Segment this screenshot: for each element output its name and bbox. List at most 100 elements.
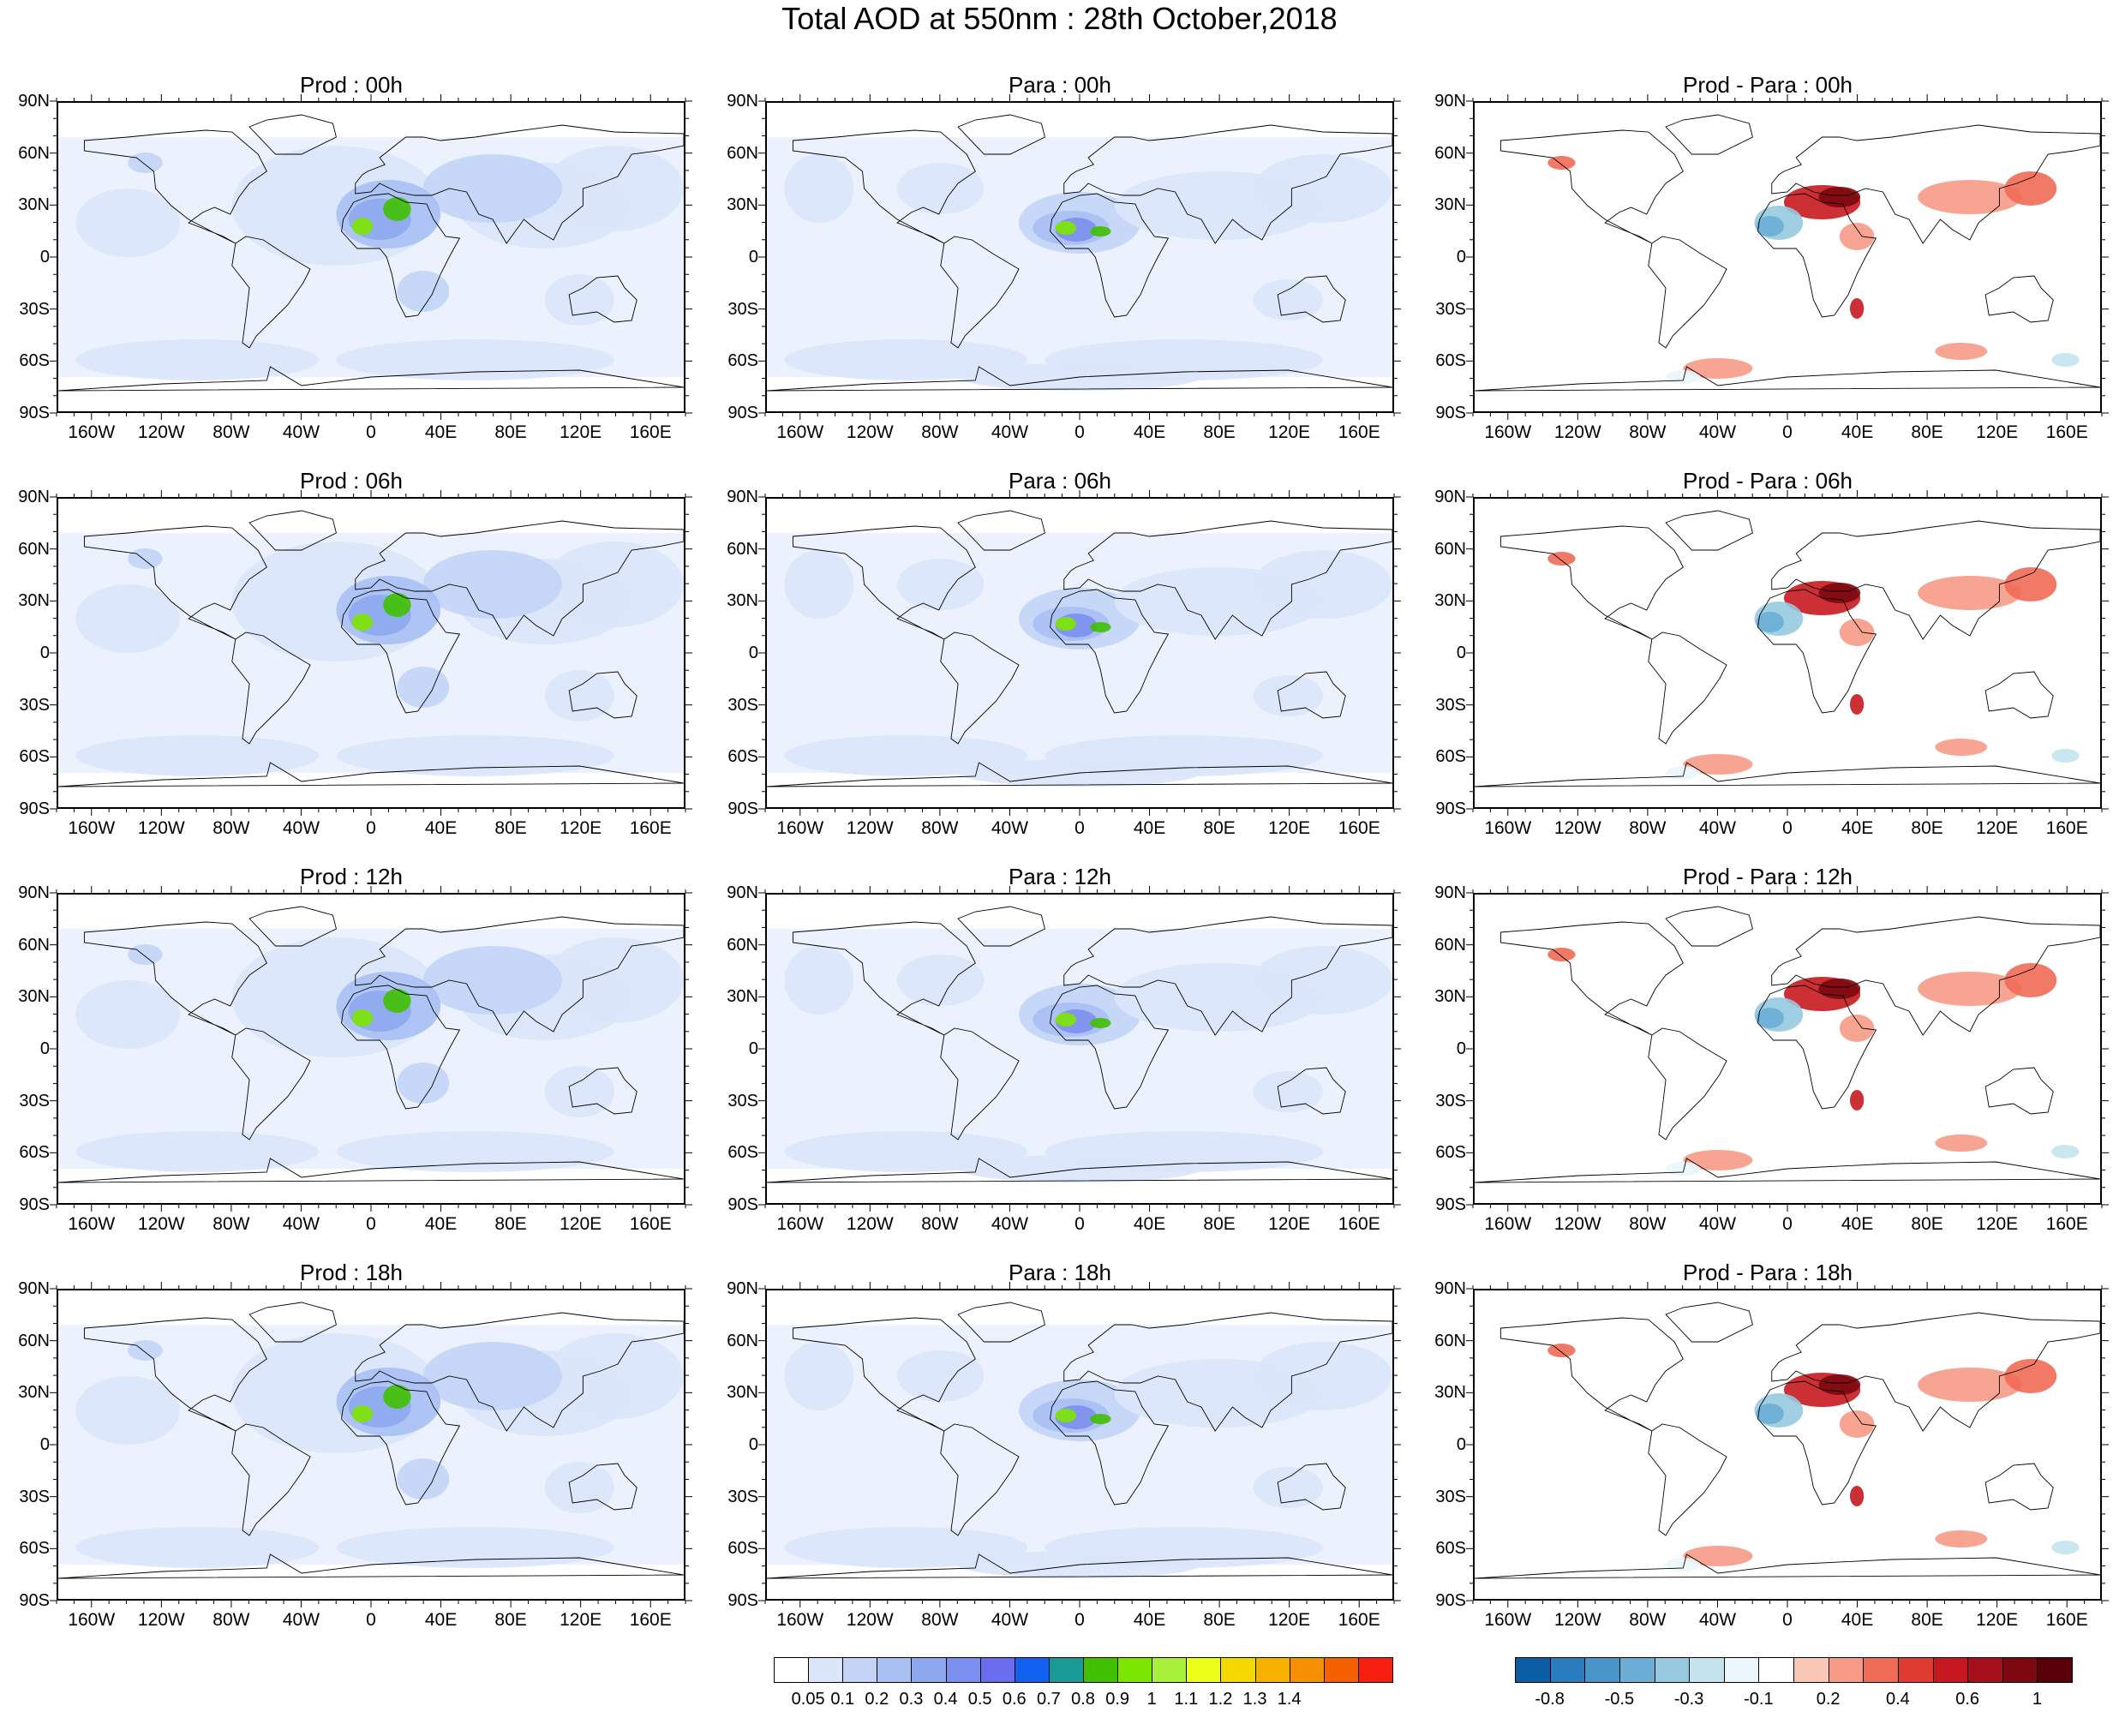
difference-colorbar-label: -0.3 xyxy=(1673,1690,1704,1709)
latitude-label: 30N xyxy=(727,591,758,611)
coastline xyxy=(792,129,976,244)
aod-region xyxy=(1253,1467,1323,1508)
aod-colorbar-swatch xyxy=(1357,1657,1393,1683)
coastline xyxy=(957,510,1045,551)
aod-colorbar-swatch xyxy=(979,1657,1015,1683)
aod-region xyxy=(75,339,320,380)
coastline xyxy=(1984,275,2054,323)
coastline xyxy=(1771,916,2100,1036)
difference-region xyxy=(1839,1015,1875,1042)
longitude-label: 40W xyxy=(282,1610,320,1630)
longitude-label: 120W xyxy=(1553,422,1601,442)
latitude-label: 30N xyxy=(727,987,758,1007)
aod-region xyxy=(1253,1071,1323,1112)
difference-colorbar-label: 0.6 xyxy=(1955,1690,1980,1709)
difference-region xyxy=(2051,1541,2080,1554)
aod-region xyxy=(351,218,374,235)
aod-colorbar: 0.05 0.1 0.2 0.3 0.4 0.5 0.6 0.7 0.8 0.9 1 1.1 1.2 1.… xyxy=(774,1657,1393,1736)
aod-colorbar-swatch xyxy=(1152,1657,1188,1683)
aod-region xyxy=(784,1342,854,1410)
coastline xyxy=(767,762,1392,787)
aod-region xyxy=(784,154,854,223)
latitude-label: 30S xyxy=(727,1091,758,1110)
difference-region xyxy=(1839,223,1875,250)
aod-region xyxy=(422,946,563,1015)
longitude-label: 160E xyxy=(2045,1610,2088,1630)
longitude-label: 0 xyxy=(366,1214,376,1234)
coastline xyxy=(1665,510,1753,551)
coastline xyxy=(568,1463,637,1511)
longitude-label: 0 xyxy=(1074,422,1085,442)
aod-colorbar-label: 0.05 xyxy=(791,1690,825,1709)
panel-title: Prod : 06h xyxy=(300,468,403,494)
longitude-label: 160E xyxy=(629,818,672,838)
aod-region xyxy=(1253,1342,1392,1410)
longitude-label: 0 xyxy=(366,422,376,442)
panel-title: Prod : 12h xyxy=(300,864,403,889)
longitude-label: 80W xyxy=(921,422,959,442)
coastline xyxy=(940,632,1020,745)
aod-colorbar-label: 1.3 xyxy=(1242,1690,1267,1709)
axis-ticks xyxy=(50,490,692,816)
coastline xyxy=(1475,762,2100,787)
difference-region xyxy=(1683,358,1753,379)
aod-colorbar-label: 0.9 xyxy=(1105,1690,1130,1709)
coastline xyxy=(355,520,684,640)
longitude-label: 120E xyxy=(560,1610,602,1630)
latitude-label: 90S xyxy=(1435,1591,1466,1610)
panel-title: Prod - Para : 00h xyxy=(1683,72,1853,98)
aod-region xyxy=(351,1405,374,1422)
difference-colorbar-label: 1 xyxy=(2032,1690,2042,1709)
coastline xyxy=(792,921,976,1036)
longitude-label: 160E xyxy=(1338,1610,1380,1630)
coastline xyxy=(355,124,684,244)
aod-region xyxy=(1253,550,1392,619)
aod-region xyxy=(784,1527,1028,1568)
coastline xyxy=(1499,1317,1684,1432)
aod-region xyxy=(544,670,614,721)
difference-region xyxy=(2051,1145,2080,1158)
latitude-label: 30N xyxy=(727,195,758,215)
longitude-label: 160W xyxy=(776,422,824,442)
map-panel-diff: Prod - Para : 06h 90N 60N 30N 0 30S 60S 90S 160W… xyxy=(1416,468,2119,845)
coastline xyxy=(568,671,637,719)
map-canvas xyxy=(767,1302,1392,1579)
latitude-label: 60S xyxy=(727,1539,758,1559)
latitude-label: 60S xyxy=(19,747,50,767)
coastline xyxy=(83,1317,267,1432)
latitude-label: 60S xyxy=(1435,747,1466,767)
coastline xyxy=(341,985,461,1110)
coastline xyxy=(231,632,311,745)
aod-colorbar-label: 1.1 xyxy=(1174,1690,1199,1709)
map-panel-prod: Prod : 06h 90N 60N 30N 0 30S 60S 90S 160W 120W 80W… xyxy=(0,468,703,845)
longitude-label: 160W xyxy=(1484,422,1532,442)
difference-region xyxy=(1918,180,2022,214)
aod-region xyxy=(75,735,320,776)
aod-region xyxy=(383,593,411,617)
longitude-label: 80E xyxy=(1911,1214,1943,1234)
longitude-label: 120W xyxy=(1553,1214,1601,1234)
aod-colorbar-label: 0.8 xyxy=(1071,1690,1095,1709)
panel-title: Prod : 18h xyxy=(300,1260,403,1285)
coastline xyxy=(1771,520,2100,640)
longitude-label: 160W xyxy=(68,422,116,442)
map-panel-prod: Prod : 00h 90N 60N 30N 0 30S 60S 90S 160W 120W 80W… xyxy=(0,72,703,449)
difference-colorbar-swatch xyxy=(1654,1657,1691,1683)
longitude-label: 160W xyxy=(68,1610,116,1630)
world-map xyxy=(1473,497,2102,809)
difference-region xyxy=(1818,583,1861,603)
map-canvas xyxy=(58,1302,684,1579)
latitude-label: 30N xyxy=(18,195,50,215)
longitude-label: 120E xyxy=(560,422,602,442)
panel-title: Prod - Para : 06h xyxy=(1683,468,1853,494)
latitude-label: 60N xyxy=(1434,539,1466,559)
coastline xyxy=(1984,1067,2054,1115)
aod-colorbar-swatch xyxy=(1186,1657,1222,1683)
longitude-label: 160W xyxy=(1484,1610,1532,1630)
difference-region xyxy=(2051,353,2080,367)
longitude-label: 40E xyxy=(424,1214,458,1234)
coastline xyxy=(1475,1158,2100,1183)
longitude-label: 0 xyxy=(1074,1214,1085,1234)
map-panel-prod: Prod : 18h 90N 60N 30N 0 30S 60S 90S 160W 120W 80W… xyxy=(0,1260,703,1637)
aod-region xyxy=(1090,226,1111,236)
